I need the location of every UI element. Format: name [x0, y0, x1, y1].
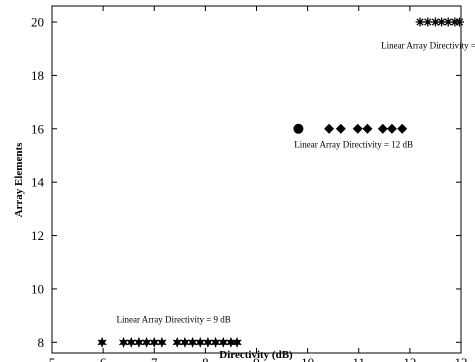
- y-axis-title: Array Elements: [13, 142, 25, 218]
- x-axis-title: Directivity (dB): [219, 349, 293, 361]
- y-tick-label: 10: [31, 281, 44, 296]
- data-point-asterisk: [415, 17, 425, 27]
- x-tick-label: 12: [403, 355, 416, 362]
- annotations: Linear Array Directivity = 13 dB Linear A…: [117, 41, 475, 325]
- data-point-asterisk: [454, 17, 464, 27]
- data-point-diamond: [386, 123, 397, 134]
- tick-labels: 5 6 7 8 9 10 11 12 13 8 10 12 14 16 18 20: [31, 15, 468, 362]
- axis-ticks: [51, 6, 462, 353]
- data-point-star: [134, 336, 144, 348]
- data-point-star: [157, 336, 167, 348]
- y-tick-label: 16: [31, 121, 45, 136]
- chart-annotation: Linear Array Directivity = 12 dB: [294, 139, 413, 149]
- data-point-diamond: [377, 123, 388, 134]
- chart-annotation: Linear Array Directivity = 13 dB: [381, 41, 475, 51]
- y-tick-label: 14: [31, 175, 45, 190]
- x-tick-label: 11: [352, 355, 365, 362]
- data-point-star: [172, 336, 183, 348]
- chart-annotation: Linear Array Directivity = 9 dB: [117, 314, 231, 324]
- data-point-star: [218, 336, 229, 348]
- data-point-asterisk: [423, 17, 433, 27]
- plot-frame: [51, 5, 462, 354]
- x-tick-label: 8: [202, 355, 209, 362]
- x-tick-label: 9: [253, 355, 260, 362]
- x-tick-label: 6: [100, 355, 107, 362]
- data-point-star: [187, 336, 198, 348]
- data-point-circle: [293, 123, 304, 134]
- data-point-asterisk: [437, 17, 447, 27]
- y-tick-label: 18: [31, 68, 44, 83]
- data-point-asterisk: [430, 17, 440, 27]
- x-tick-label: 13: [455, 355, 468, 362]
- data-point-diamond: [362, 123, 373, 134]
- data-point-star: [126, 336, 137, 348]
- x-tick-label: 10: [301, 355, 314, 362]
- data-point-diamond: [324, 123, 335, 134]
- data-point-star: [141, 336, 152, 348]
- x-tick-label: 7: [151, 355, 158, 362]
- data-point-diamond: [352, 123, 363, 134]
- data-point-star: [232, 336, 242, 348]
- data-point-asterisk: [443, 17, 453, 27]
- y-tick-label: 12: [31, 228, 44, 243]
- data-point-star: [203, 336, 213, 348]
- data-marks: [97, 17, 464, 348]
- x-tick-label: 5: [49, 355, 56, 362]
- data-point-diamond: [335, 123, 346, 134]
- data-point-star: [180, 336, 190, 348]
- y-tick-label: 20: [31, 15, 44, 30]
- data-point-star: [149, 336, 160, 348]
- data-point-star: [195, 336, 206, 348]
- y-tick-label: 8: [38, 335, 45, 350]
- data-point-star: [97, 336, 107, 348]
- data-point-star: [210, 336, 221, 348]
- data-point-star: [226, 336, 236, 348]
- data-point-star: [118, 336, 129, 348]
- data-point-asterisk: [450, 17, 460, 27]
- data-point-diamond: [397, 123, 408, 134]
